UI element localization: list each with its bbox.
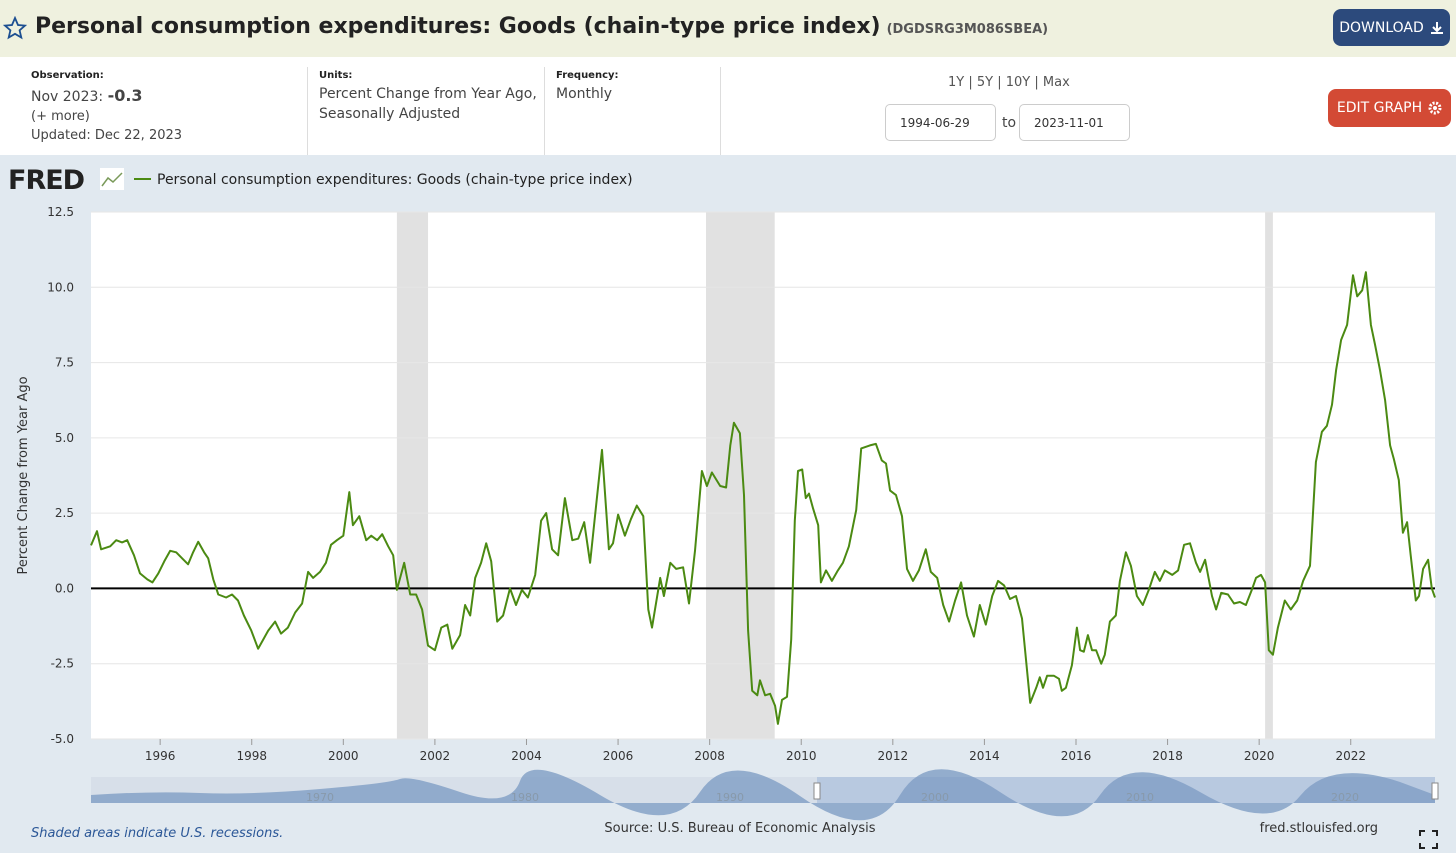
frequency-label: Frequency: [556, 70, 619, 81]
range-link[interactable]: Max [1042, 75, 1070, 90]
x-tick-label: 2010 [786, 749, 817, 763]
source: Source: U.S. Bureau of Economic Analysis [604, 821, 875, 836]
title-text: Personal consumption expenditures: Goods… [35, 14, 881, 39]
range-link[interactable]: 1Y [948, 75, 965, 90]
series-id: (DGDSRG3M086SBEA) [886, 22, 1049, 37]
title: Personal consumption expenditures: Goods… [35, 14, 1048, 39]
to-label: to [1002, 115, 1017, 131]
x-tick-label: 2022 [1335, 749, 1366, 763]
observation-label: Observation: [31, 70, 104, 81]
x-tick-label: 2002 [420, 749, 451, 763]
separator [544, 67, 545, 155]
observation-date: Nov 2023: [31, 89, 104, 105]
download-label: DOWNLOAD [1339, 19, 1424, 36]
x-tick-label: 1996 [145, 749, 176, 763]
y-tick-label: 2.5 [55, 506, 74, 520]
x-tick-label: 2008 [694, 749, 725, 763]
logo-icon [100, 168, 124, 190]
range-links: 1Y | 5Y | 10Y | Max [948, 75, 1070, 90]
x-tick-label: 2020 [1244, 749, 1275, 763]
end-date-input[interactable]: 2023-11-01 [1019, 104, 1130, 141]
x-tick-label: 2004 [511, 749, 542, 763]
units-line: Seasonally Adjusted [319, 106, 461, 122]
recession-band [396, 212, 429, 739]
x-tick-label: 2016 [1061, 749, 1092, 763]
series-line [90, 271, 1436, 725]
navigator-label: 2010 [1126, 791, 1154, 804]
download-icon [1430, 21, 1443, 34]
navigator-label: 2000 [921, 791, 949, 804]
header: Personal consumption expenditures: Goods… [0, 0, 1456, 57]
plot-layer [90, 211, 1436, 740]
star-icon[interactable] [3, 16, 27, 40]
navigator-handle[interactable] [813, 782, 821, 800]
x-tick-label: 1998 [236, 749, 267, 763]
units-label: Units: [319, 70, 353, 81]
site[interactable]: fred.stlouisfed.org [1260, 821, 1378, 836]
x-tick-label: 2006 [603, 749, 634, 763]
navigator-label: 2020 [1331, 791, 1359, 804]
x-tick-label: 2000 [328, 749, 359, 763]
x-tick-label: 2014 [969, 749, 1000, 763]
legend-label: Personal consumption expenditures: Goods… [157, 172, 633, 188]
recession-band [1265, 212, 1273, 739]
y-tick-label: -2.5 [51, 657, 74, 671]
navigator-area [91, 769, 1435, 821]
y-axis-label: Percent Change from Year Ago [16, 376, 31, 574]
chart: FRED Shaded areas indicate U.S. recessio… [0, 155, 1456, 853]
recession-note: Shaded areas indicate U.S. recessions. [31, 826, 283, 841]
download-button[interactable]: DOWNLOAD [1333, 9, 1450, 46]
y-tick-label: 12.5 [47, 205, 74, 219]
navigator-label: 1990 [716, 791, 744, 804]
x-tick-label: 2018 [1152, 749, 1183, 763]
units-line: Percent Change from Year Ago, [319, 86, 537, 102]
edit-graph-label: EDIT GRAPH [1336, 100, 1423, 116]
y-tick-label: 0.0 [55, 581, 74, 595]
recession-band [705, 212, 775, 739]
navigator-label: 1980 [511, 791, 539, 804]
info-bar: Observation: Nov 2023: -0.3 (+ more) Upd… [0, 57, 1456, 155]
separator [307, 67, 308, 155]
logo-icon-line [101, 172, 123, 187]
range-link[interactable]: 5Y [976, 75, 994, 90]
start-date-input[interactable]: 1994-06-29 [885, 104, 996, 141]
navigator-label: 1970 [306, 791, 334, 804]
observation-value: -0.3 [107, 86, 143, 105]
y-tick-label: 10.0 [47, 280, 74, 294]
y-tick-label: 7.5 [55, 356, 74, 370]
navigator-handle[interactable] [1431, 782, 1439, 800]
separator [720, 67, 721, 155]
x-tick-label: 2012 [878, 749, 909, 763]
y-tick-label: 5.0 [55, 431, 74, 445]
range-link[interactable]: 10Y [1005, 75, 1031, 90]
more-link[interactable]: (+ more) [31, 109, 90, 124]
updated: Updated: Dec 22, 2023 [31, 128, 183, 143]
fullscreen-icon[interactable] [1419, 830, 1438, 849]
frequency: Monthly [556, 86, 613, 102]
y-tick-label: -5.0 [51, 732, 74, 746]
edit-graph-button[interactable]: EDIT GRAPH [1328, 89, 1451, 127]
fred-logo: FRED [8, 165, 84, 196]
gear-icon [1428, 101, 1442, 115]
